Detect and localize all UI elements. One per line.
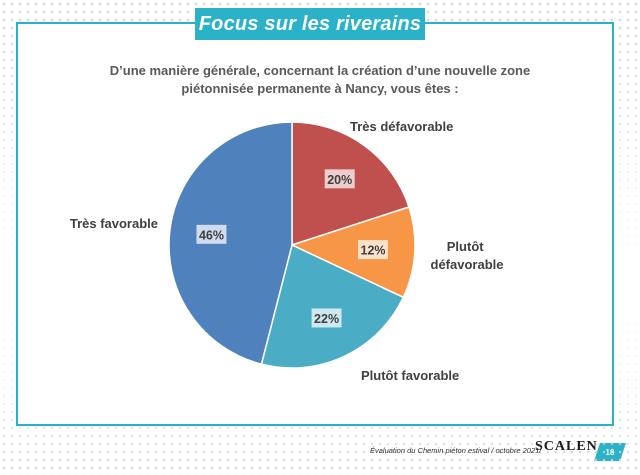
pie-category-labels: Très défavorable Plutôt défavorable Plut… [70,119,504,383]
question-line-2: piétonnisée permanente à Nancy, vous ête… [181,81,459,96]
footer-text: Évaluation du Chemin piéton estival / oc… [370,446,542,455]
pie-value-label: 12% [358,240,389,260]
page-number: 18 [597,443,623,461]
slice-label-plutot-favorable: Plutôt favorable [361,368,459,383]
value-label-text: 12% [361,244,386,258]
value-label-box [196,224,227,244]
survey-question: D’une manière générale, concernant la cr… [80,62,560,98]
pie-value-label: 20% [324,169,355,189]
question-line-1: D’une manière générale, concernant la cr… [109,63,531,78]
value-label-box [358,240,389,260]
pie-slice [289,206,416,299]
value-label-text: 20% [327,173,352,187]
slice-label-plutot-defavorable: Plutôt défavorable [431,239,504,272]
page-title: Focus sur les riverains [195,8,425,40]
pie-value-label: 46% [196,224,227,244]
value-label-text: 46% [199,228,224,242]
slice-label-tres-favorable: Très favorable [70,216,158,231]
pie-value-label: 22% [311,308,342,328]
brand-logo: SCALEN [535,439,598,454]
pie-slice [168,121,293,366]
value-label-text: 22% [314,312,339,326]
pie-value-labels: 20% 12% 22% 46% [196,169,389,328]
value-label-box [324,169,355,189]
value-label-box [311,308,342,328]
slice-label-tres-defavorable: Très défavorable [350,119,453,134]
pie-slice [260,243,405,369]
